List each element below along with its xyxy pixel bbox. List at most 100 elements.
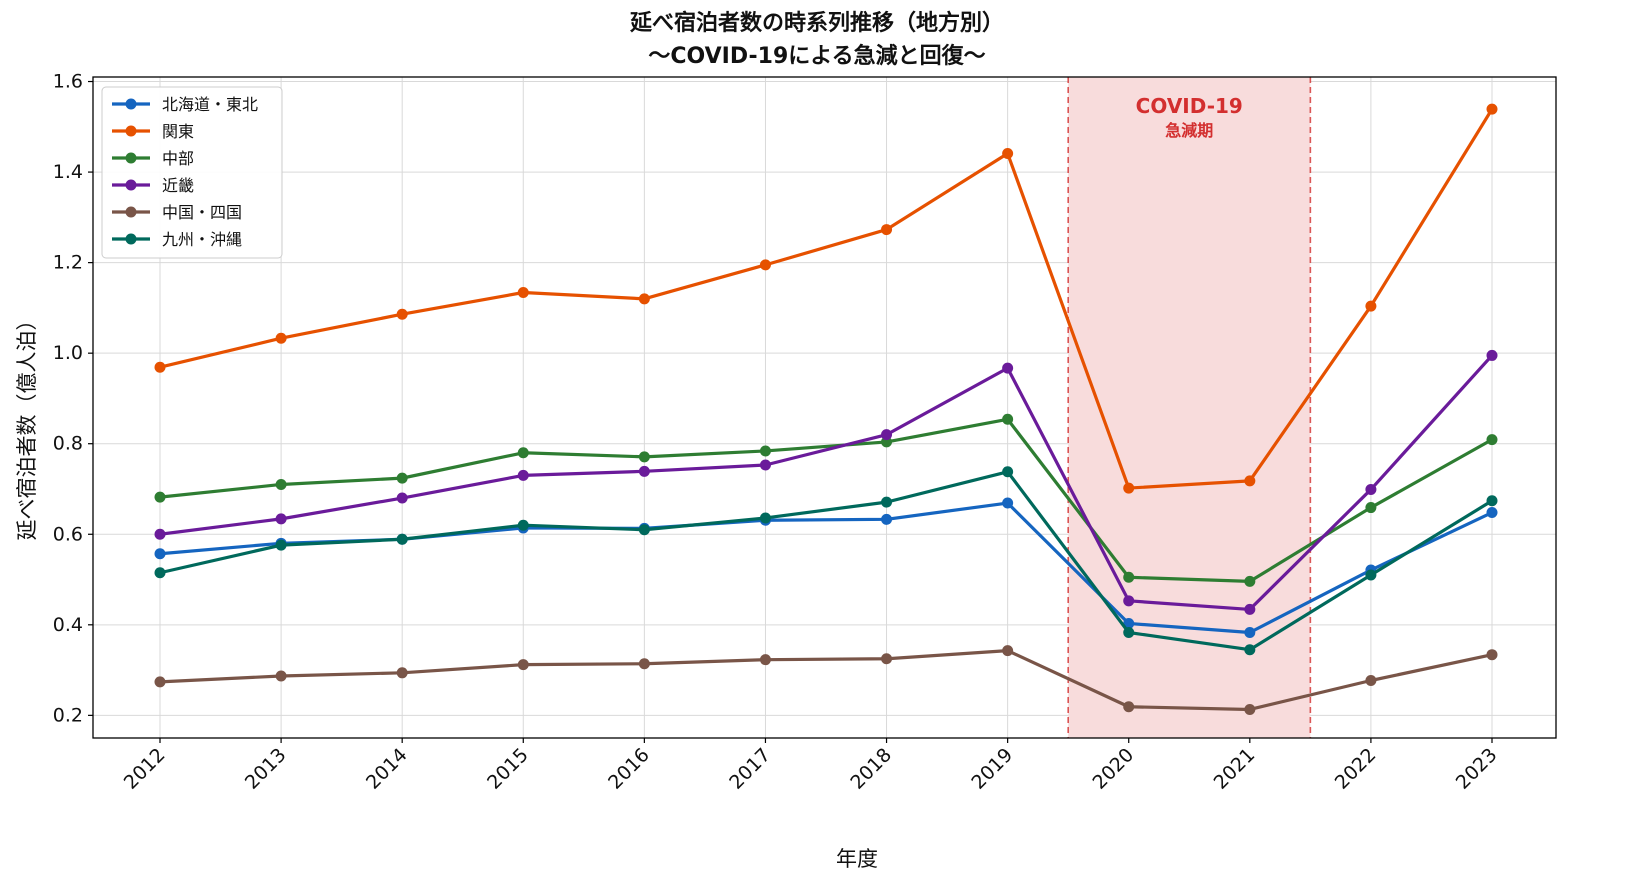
data-point <box>1244 475 1256 487</box>
data-point <box>638 293 650 305</box>
grid <box>93 77 1556 738</box>
series-line <box>159 354 1494 612</box>
x-tick-label: 2021 <box>1210 744 1260 794</box>
legend-item: 北海道・東北 <box>112 95 258 114</box>
legend-swatch-marker <box>125 206 137 218</box>
data-point <box>275 332 287 344</box>
y-tick-label: 0.6 <box>53 523 83 545</box>
y-tick-label: 0.8 <box>53 433 83 455</box>
legend-swatch-marker <box>125 179 137 191</box>
data-point <box>396 533 408 545</box>
data-point <box>1244 703 1256 715</box>
data-point <box>1002 497 1014 509</box>
legend-swatch-marker <box>125 152 137 164</box>
series-line <box>159 108 1494 490</box>
data-point <box>396 667 408 679</box>
data-point <box>154 528 166 540</box>
data-point <box>517 519 529 531</box>
covid-annotation-sublabel: 急減期 <box>1165 121 1213 140</box>
y-tick-label: 1.6 <box>53 71 83 93</box>
data-point <box>1002 148 1014 160</box>
covid-annotation-label: COVID-19 <box>1136 94 1243 118</box>
x-tick-label: 2016 <box>604 744 654 794</box>
covid-span-rect <box>1068 77 1311 738</box>
data-point <box>396 308 408 320</box>
series-layer <box>154 103 1498 715</box>
data-point <box>1486 434 1498 446</box>
data-point <box>517 447 529 459</box>
data-point <box>396 492 408 504</box>
data-point <box>154 361 166 373</box>
legend-item: 中部 <box>112 149 194 168</box>
y-tick-label: 0.2 <box>53 704 83 726</box>
x-axis-label: 年度 <box>836 847 878 871</box>
data-point <box>1244 603 1256 615</box>
data-point <box>1365 300 1377 312</box>
data-point <box>1123 595 1135 607</box>
data-point <box>1365 675 1377 687</box>
data-point <box>881 653 893 665</box>
legend-swatch-marker <box>125 125 137 137</box>
data-point <box>517 287 529 299</box>
data-point <box>1123 482 1135 494</box>
data-point <box>1002 645 1014 657</box>
x-tick-label: 2013 <box>241 744 291 794</box>
data-point <box>1486 507 1498 519</box>
x-tick-label: 2012 <box>120 744 170 794</box>
data-point <box>1486 349 1498 361</box>
data-point <box>154 548 166 560</box>
data-point <box>759 654 771 666</box>
data-point <box>1002 362 1014 374</box>
y-tick-label: 1.4 <box>53 161 83 183</box>
data-point <box>638 524 650 536</box>
covid-highlight <box>1067 77 1312 738</box>
data-point <box>275 513 287 525</box>
data-point <box>1123 627 1135 639</box>
data-point <box>275 670 287 682</box>
legend-label: 中部 <box>162 149 194 168</box>
data-point <box>881 224 893 236</box>
data-point <box>638 465 650 477</box>
series-line <box>159 417 1493 583</box>
data-point <box>638 658 650 670</box>
data-point <box>1002 413 1014 425</box>
legend-label: 北海道・東北 <box>162 95 258 114</box>
y-axis-label: 延べ宿泊者数（億人泊） <box>15 310 39 541</box>
series-2 <box>154 413 1498 587</box>
data-point <box>1244 644 1256 656</box>
legend-label: 関東 <box>162 122 194 141</box>
chart-title: 延べ宿泊者数の時系列推移（地方別） <box>629 10 1004 36</box>
data-point <box>154 676 166 688</box>
data-point <box>1365 569 1377 581</box>
data-point <box>638 451 650 463</box>
data-point <box>517 659 529 671</box>
data-point <box>517 469 529 481</box>
y-tick-label: 1.2 <box>53 252 83 274</box>
chart-subtitle: 〜COVID-19による急減と回復〜 <box>648 43 985 69</box>
legend-label: 九州・沖縄 <box>162 230 242 249</box>
series-3 <box>154 349 1498 615</box>
data-point <box>1365 483 1377 495</box>
data-point <box>1002 466 1014 478</box>
data-point <box>1244 627 1256 639</box>
data-point <box>1486 495 1498 507</box>
x-tick-label: 2022 <box>1331 744 1381 794</box>
data-point <box>275 539 287 551</box>
data-point <box>154 567 166 579</box>
data-point <box>1123 701 1135 713</box>
data-point <box>1486 649 1498 661</box>
data-point <box>881 513 893 525</box>
data-point <box>275 478 287 490</box>
x-tick-label: 2017 <box>725 744 775 794</box>
data-point <box>1365 502 1377 514</box>
series-line <box>159 649 1493 712</box>
legend-label: 近畿 <box>162 176 194 195</box>
y-tick-label: 1.0 <box>53 342 83 364</box>
legend-swatch-marker <box>125 233 137 245</box>
x-tick-label: 2020 <box>1089 744 1139 794</box>
data-point <box>1244 575 1256 587</box>
series-line <box>159 470 1493 652</box>
